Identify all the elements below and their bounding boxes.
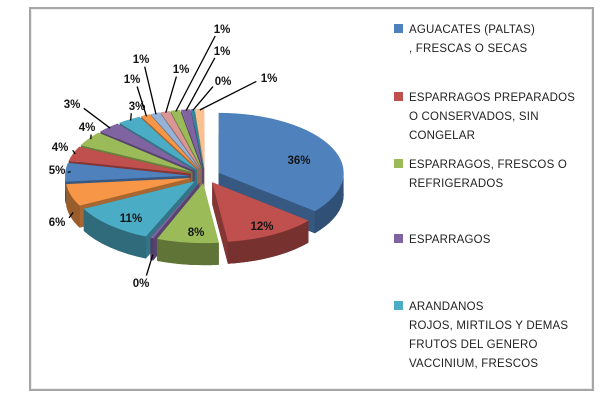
slice-label: 0%	[133, 278, 150, 290]
label-leader-line	[199, 80, 257, 111]
label-leader-line	[185, 57, 216, 111]
legend-marker-swatch	[394, 159, 403, 168]
legend-marker-swatch	[394, 24, 403, 33]
label-leader-line	[72, 149, 76, 155]
slice-label: 1%	[133, 54, 150, 66]
label-leader-line	[67, 171, 71, 173]
label-leader-line	[144, 66, 157, 115]
legend-item-label: ESPARRAGOS	[409, 234, 491, 246]
label-leader-line	[175, 35, 216, 112]
pie-slice	[212, 182, 309, 264]
legend-marker-swatch	[394, 92, 403, 101]
slice-label: 3%	[64, 99, 81, 111]
legend-marker-swatch	[394, 234, 403, 243]
slice-label: 1%	[261, 73, 278, 85]
label-leader-line	[145, 254, 154, 276]
label-leader-line	[192, 86, 214, 111]
legend-item-label: ESPARRAGOS, FRESCOS O REFRIGERADOS	[409, 159, 567, 190]
legend-item-label: ESPARRAGOS PREPARADOS O CONSERVADOS, SIN…	[409, 92, 576, 142]
legend-item-label: AGUACATES (PALTAS) , FRESCAS O SECAS	[409, 24, 536, 55]
legend-marker-swatch	[394, 301, 403, 310]
slice-label: 11%	[120, 213, 142, 225]
label-leader-line	[129, 113, 132, 121]
pie-slice	[157, 183, 219, 266]
legend-item: AGUACATES (PALTAS) , FRESCAS O SECAS	[394, 21, 535, 59]
label-leader-line	[68, 212, 74, 219]
slice-label: 4%	[52, 142, 69, 154]
legend-item-label: ARANDANOS ROJOS, MIRTILOS Y DEMAS FRUTOS…	[409, 301, 569, 370]
slice-label: 12%	[250, 221, 273, 233]
slice-label: 5%	[49, 165, 66, 177]
slice-label: 6%	[49, 217, 66, 229]
slice-label: 1%	[214, 24, 231, 36]
slice-label: 8%	[188, 227, 205, 239]
slice-label: 1%	[214, 46, 231, 58]
slice-label: 4%	[79, 122, 96, 134]
legend-item: ESPARRAGOS	[394, 231, 491, 250]
slice-label: 36%	[287, 155, 310, 167]
label-leader-line	[83, 107, 111, 129]
slice-label: 3%	[129, 101, 146, 113]
slice-label: 1%	[124, 74, 141, 86]
label-leader-line	[165, 76, 178, 113]
legend-item: ESPARRAGOS, FRESCOS O REFRIGERADOS	[394, 156, 567, 194]
slice-label: 1%	[173, 64, 190, 76]
slice-label: 0%	[215, 76, 232, 88]
legend-item: ESPARRAGOS PREPARADOS O CONSERVADOS, SIN…	[394, 89, 575, 146]
pie-slice	[218, 112, 344, 234]
label-leader-line	[136, 86, 148, 117]
legend-item: ARANDANOS ROJOS, MIRTILOS Y DEMAS FRUTOS…	[394, 298, 568, 374]
chart-legend: AGUACATES (PALTAS) , FRESCAS O SECAS ESP…	[394, 0, 594, 405]
